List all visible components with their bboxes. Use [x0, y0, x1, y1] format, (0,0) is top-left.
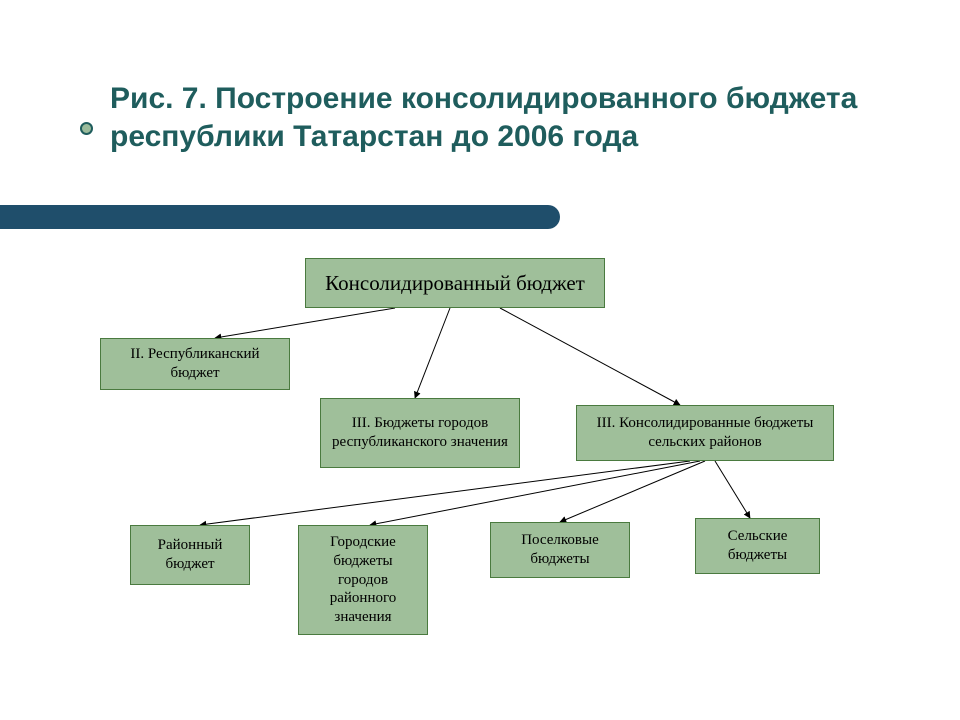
- org-chart: Консолидированный бюджет II. Республиканс…: [0, 0, 960, 720]
- edge-rural-d3: [560, 461, 705, 522]
- node-d3: Поселковые бюджеты: [490, 522, 630, 578]
- node-d1: Районный бюджет: [130, 525, 250, 585]
- node-root: Консолидированный бюджет: [305, 258, 605, 308]
- node-d4: Сельские бюджеты: [695, 518, 820, 574]
- edge-root-city: [415, 308, 450, 398]
- edge-rural-d4: [715, 461, 750, 518]
- node-city: III. Бюджеты городов республиканского зн…: [320, 398, 520, 468]
- node-rural: III. Консолидированные бюджеты сельских …: [576, 405, 834, 461]
- edge-root-rural: [500, 308, 680, 405]
- edge-root-rep: [215, 308, 395, 338]
- edge-rural-d2: [370, 461, 700, 525]
- node-rep: II. Республиканский бюджет: [100, 338, 290, 390]
- edge-rural-d1: [200, 461, 690, 525]
- node-d2: Городские бюджеты городов районного знач…: [298, 525, 428, 635]
